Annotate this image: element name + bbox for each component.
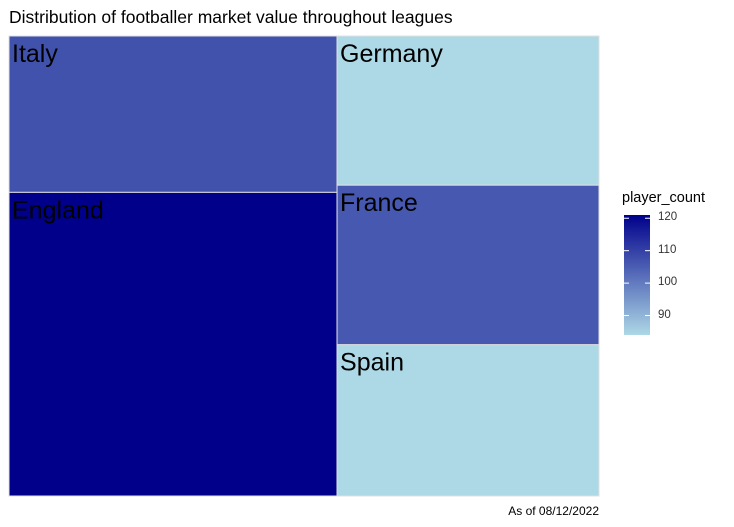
tile-england [8, 191, 338, 497]
tile-germany [336, 35, 600, 186]
tile-label-spain: Spain [340, 349, 404, 377]
colorbar-tick-label: 110 [658, 243, 677, 256]
chart-title: Distribution of footballer market value … [9, 7, 453, 27]
tile-label-germany: Germany [340, 40, 443, 68]
legend-colorbar [624, 215, 650, 335]
colorbar-tick-label: 90 [658, 308, 671, 321]
tile-label-england: England [12, 196, 104, 224]
colorbar-tick-label: 100 [658, 276, 678, 289]
legend-colorbar-area: 90 100 110 120 [622, 210, 722, 340]
colorbar-tick-label: 120 [658, 211, 678, 224]
tile-spain [336, 344, 600, 497]
colorbar-gradient [624, 215, 650, 335]
legend: player_count 90 100 110 120 [622, 190, 722, 340]
tile-italy [8, 35, 338, 193]
tile-label-france: France [340, 189, 418, 217]
chart-caption: As of 08/12/2022 [508, 504, 599, 518]
legend-title: player_count [622, 190, 706, 206]
tile-label-italy: Italy [12, 40, 58, 68]
tile-france [336, 184, 600, 346]
